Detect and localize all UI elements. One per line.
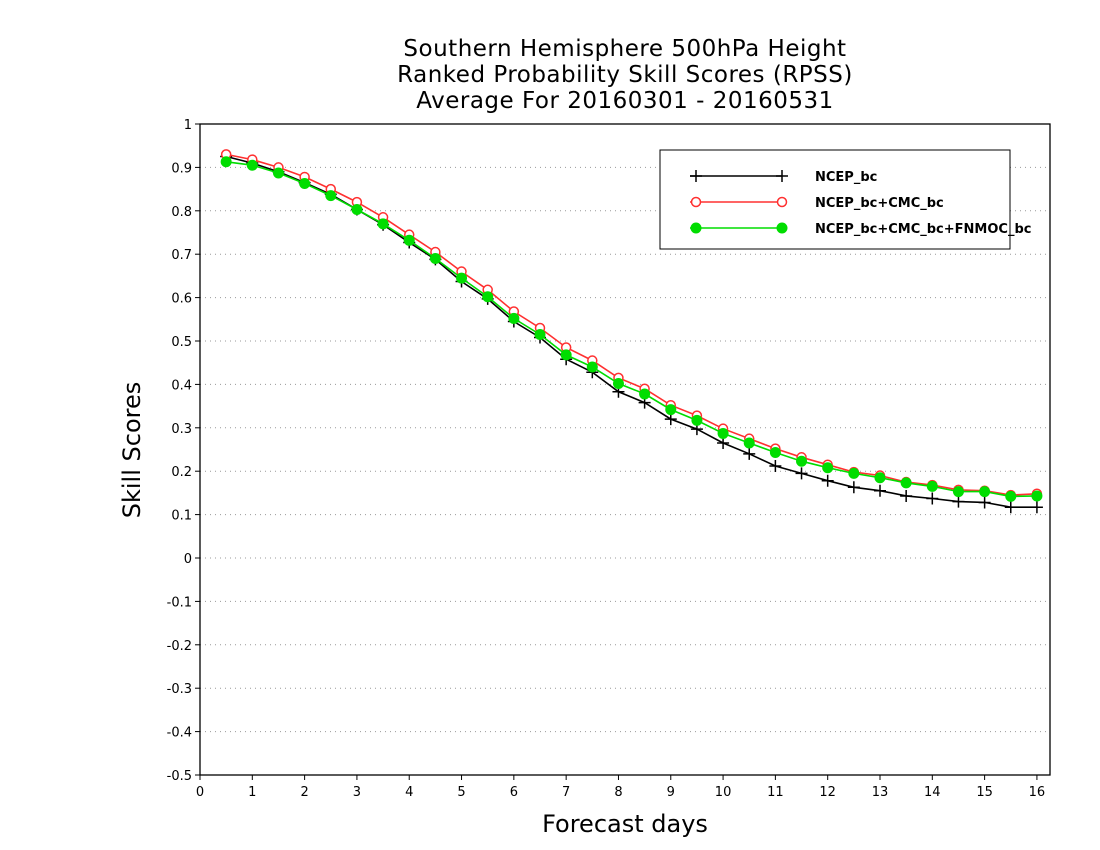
series-2-point-18 xyxy=(691,414,703,426)
series-2-point-6 xyxy=(377,218,389,230)
chart-title: Southern Hemisphere 500hPa Height Ranked… xyxy=(200,36,1050,114)
chart-title-line-2: Ranked Probability Skill Scores (RPSS) xyxy=(397,62,853,88)
legend-label-1: NCEP_bc+CMC_bc xyxy=(815,196,944,211)
series-2-point-14 xyxy=(586,361,598,373)
series-2-point-15 xyxy=(612,378,624,390)
plot-frame xyxy=(199,123,1051,776)
y-tick-label-8: 0.3 xyxy=(171,422,192,437)
x-tick-label-1: 1 xyxy=(248,785,256,800)
x-axis-label: Forecast days xyxy=(542,810,708,838)
series-0-point-21 xyxy=(769,459,782,472)
x-tick-label-15: 15 xyxy=(976,785,993,800)
legend-marker-start-2 xyxy=(690,222,702,234)
series-2-point-31 xyxy=(1031,490,1043,502)
series-2-point-22 xyxy=(796,455,808,467)
series-0-point-23 xyxy=(821,474,834,487)
legend-box xyxy=(659,149,1011,250)
y-tick-label-4: -0.1 xyxy=(167,595,192,610)
y-tick-label-5: 0 xyxy=(184,552,192,567)
legend-marker-end-2 xyxy=(776,222,788,234)
series-2-point-5 xyxy=(351,203,363,215)
series-0-point-31 xyxy=(1030,501,1043,514)
series-2-point-13 xyxy=(560,349,572,361)
y-tick-label-7: 0.2 xyxy=(171,465,192,480)
x-tick-label-9: 9 xyxy=(667,785,675,800)
chart-title-line-1: Southern Hemisphere 500hPa Height xyxy=(403,36,847,62)
x-tick-label-6: 6 xyxy=(510,785,518,800)
series-2-point-30 xyxy=(1005,490,1017,502)
chart-title-line-3: Average For 20160301 - 20160531 xyxy=(416,88,834,114)
series-2-point-25 xyxy=(874,472,886,484)
series-2-point-21 xyxy=(769,447,781,459)
series-0-point-17 xyxy=(664,413,677,426)
series-2-point-28 xyxy=(952,486,964,498)
series-2-point-19 xyxy=(717,427,729,439)
series-2-point-9 xyxy=(456,272,468,284)
x-tick-label-13: 13 xyxy=(872,785,889,800)
y-tick-label-11: 0.6 xyxy=(171,292,192,307)
y-tick-label-12: 0.7 xyxy=(171,248,192,263)
y-tick-label-0: -0.5 xyxy=(167,769,192,784)
series-0-point-24 xyxy=(847,481,860,494)
series-2-point-26 xyxy=(900,477,912,489)
series-0-point-20 xyxy=(743,447,756,460)
legend-marker-end-0 xyxy=(776,170,788,182)
series-2-point-23 xyxy=(822,462,834,474)
series-2-point-2 xyxy=(272,167,284,179)
legend-marker-start-0 xyxy=(690,170,702,182)
y-tick-label-14: 0.9 xyxy=(171,161,192,176)
series-2-point-8 xyxy=(429,253,441,265)
series-2-point-0 xyxy=(220,156,232,168)
series-0-point-25 xyxy=(874,484,886,497)
x-tick-label-7: 7 xyxy=(562,785,570,800)
series-0-point-19 xyxy=(717,436,730,449)
series-2-point-27 xyxy=(926,480,938,492)
series-2-point-12 xyxy=(534,328,546,340)
series-2-point-17 xyxy=(665,404,677,416)
x-tick-label-2: 2 xyxy=(300,785,308,800)
series-2-point-29 xyxy=(979,486,991,498)
x-tick-label-12: 12 xyxy=(819,785,836,800)
y-tick-label-15: 1 xyxy=(184,118,192,133)
series-2-point-1 xyxy=(246,159,258,171)
series-0-point-22 xyxy=(795,467,808,480)
legend-marker-start-1 xyxy=(690,196,702,208)
legend-marker-end-1 xyxy=(776,196,788,208)
series-2-point-16 xyxy=(639,388,651,400)
series-0-point-28 xyxy=(952,495,965,508)
series-0-point-29 xyxy=(978,496,991,509)
x-tick-label-8: 8 xyxy=(614,785,622,800)
series-2-point-11 xyxy=(508,312,520,324)
series-2-point-4 xyxy=(325,190,337,202)
y-tick-label-9: 0.4 xyxy=(171,378,192,393)
y-tick-label-10: 0.5 xyxy=(171,335,192,350)
y-tick-label-13: 0.8 xyxy=(171,205,192,220)
series-0-point-30 xyxy=(1004,501,1017,514)
x-tick-label-11: 11 xyxy=(767,785,784,800)
series-2-point-7 xyxy=(403,234,415,246)
legend-label-0: NCEP_bc xyxy=(815,170,877,185)
y-tick-label-3: -0.2 xyxy=(167,639,192,654)
x-tick-label-14: 14 xyxy=(924,785,941,800)
series-2-point-10 xyxy=(482,291,494,303)
series-0-point-27 xyxy=(926,492,939,505)
legend-label-2: NCEP_bc+CMC_bc+FNMOC_bc xyxy=(815,222,1031,237)
x-tick-label-3: 3 xyxy=(353,785,361,800)
y-tick-label-2: -0.3 xyxy=(167,682,192,697)
y-tick-label-6: 0.1 xyxy=(171,509,192,524)
series-2-point-20 xyxy=(743,437,755,449)
y-tick-label-1: -0.4 xyxy=(167,726,192,741)
x-tick-label-0: 0 xyxy=(196,785,204,800)
x-tick-label-16: 16 xyxy=(1029,785,1046,800)
series-2-point-3 xyxy=(299,177,311,189)
x-tick-label-10: 10 xyxy=(715,785,732,800)
x-tick-label-4: 4 xyxy=(405,785,413,800)
x-tick-label-5: 5 xyxy=(457,785,465,800)
series-0-point-26 xyxy=(900,489,913,502)
series-2-point-24 xyxy=(848,467,860,479)
